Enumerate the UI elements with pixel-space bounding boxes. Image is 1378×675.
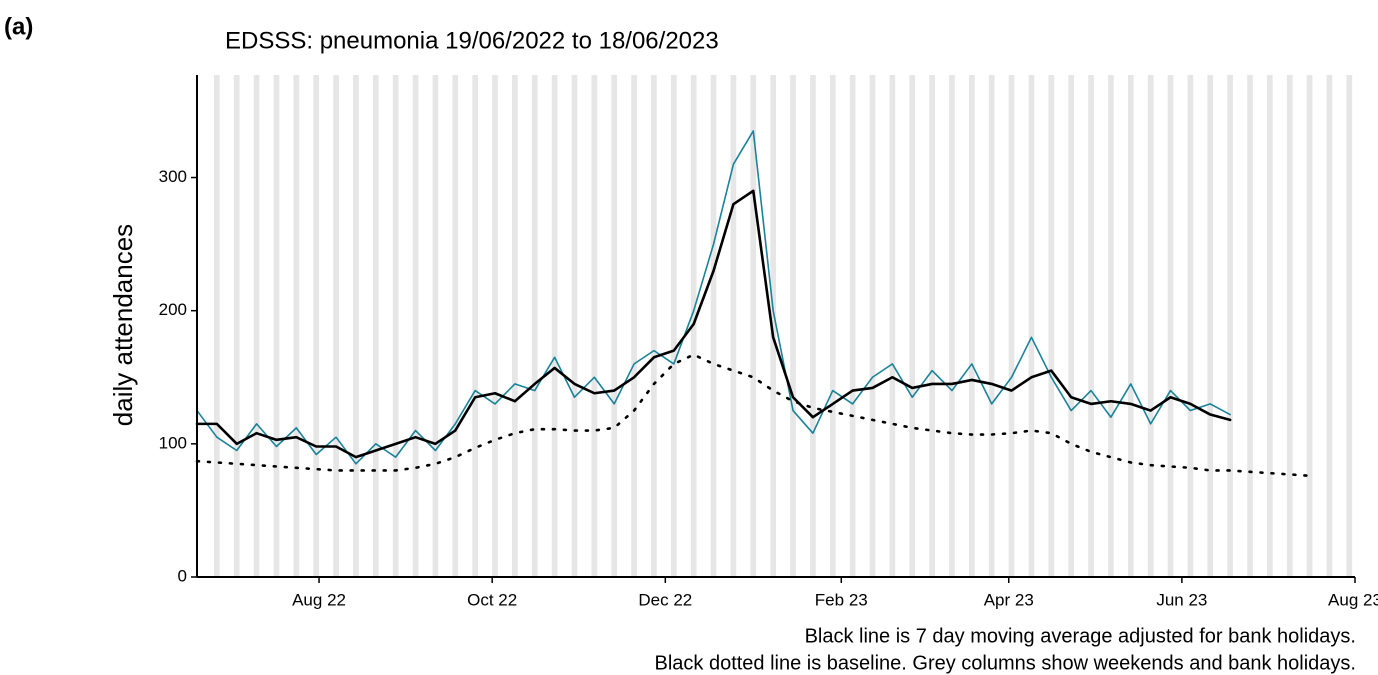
weekend-column bbox=[253, 75, 260, 577]
y-tick-label: 0 bbox=[178, 566, 187, 585]
weekend-column bbox=[273, 75, 280, 577]
weekend-column bbox=[829, 75, 836, 577]
weekend-column bbox=[214, 75, 220, 577]
weekend-column bbox=[909, 75, 916, 577]
weekend-column bbox=[1346, 75, 1353, 577]
series-line bbox=[195, 189, 1232, 459]
note: Black dotted line is baseline. Grey colu… bbox=[654, 652, 1356, 674]
weekend-column bbox=[551, 75, 558, 577]
x-tick-label: Feb 23 bbox=[815, 590, 868, 609]
x-tick-label: Apr 23 bbox=[984, 590, 1034, 609]
chart-title: EDSSS: pneumonia 19/06/2022 to 18/06/202… bbox=[225, 27, 719, 54]
weekend-column bbox=[889, 75, 896, 577]
weekend-column bbox=[1267, 75, 1273, 577]
weekend-column bbox=[1108, 75, 1114, 577]
weekend-column bbox=[1227, 75, 1233, 577]
weekend-column bbox=[1207, 75, 1214, 577]
weekend-column bbox=[591, 75, 598, 577]
weekend-column bbox=[1247, 75, 1253, 577]
weekend-column bbox=[1048, 75, 1055, 577]
weekend-column bbox=[1127, 75, 1134, 577]
weekend-column bbox=[710, 75, 717, 577]
weekend-column bbox=[1068, 75, 1075, 577]
weekend-column bbox=[372, 75, 379, 577]
x-tick-label: Jun 23 bbox=[1156, 590, 1207, 609]
note: Black line is 7 day moving average adjus… bbox=[805, 625, 1356, 647]
weekend-column bbox=[492, 75, 498, 577]
weekend-column bbox=[969, 75, 975, 577]
weekend-column bbox=[730, 75, 737, 577]
x-tick-label: Oct 22 bbox=[467, 590, 517, 609]
weekend-column bbox=[988, 75, 995, 577]
y-axis-label: daily attendances bbox=[108, 224, 138, 426]
x-tick-label: Aug 22 bbox=[292, 590, 346, 609]
x-tick-label: Aug 23 bbox=[1328, 590, 1378, 609]
weekend-column bbox=[452, 75, 459, 577]
series-line bbox=[196, 130, 1231, 465]
weekend-column bbox=[353, 75, 359, 577]
weekend-column bbox=[849, 75, 856, 577]
weekend-column bbox=[1147, 75, 1154, 577]
weekend-column bbox=[1088, 75, 1094, 577]
weekend-column bbox=[1326, 75, 1333, 577]
weekend-column bbox=[233, 75, 240, 577]
weekend-column bbox=[1187, 75, 1194, 577]
y-tick-label: 100 bbox=[159, 433, 187, 452]
weekend-column bbox=[1306, 75, 1313, 577]
weekend-column bbox=[313, 75, 320, 577]
weekend-column bbox=[531, 75, 538, 577]
weekend-column bbox=[432, 75, 439, 577]
weekend-column bbox=[512, 75, 518, 577]
weekend-column bbox=[571, 75, 578, 577]
series-line bbox=[195, 353, 1311, 478]
weekend-column bbox=[869, 75, 876, 577]
weekend-column bbox=[1028, 75, 1035, 577]
weekend-column bbox=[472, 75, 478, 577]
weekend-column bbox=[1167, 75, 1174, 577]
weekend-column bbox=[670, 75, 677, 577]
weekend-column bbox=[770, 75, 776, 577]
weekend-column bbox=[293, 75, 300, 577]
weekend-column bbox=[333, 75, 339, 577]
weekend-column bbox=[810, 75, 816, 577]
weekend-column bbox=[949, 75, 955, 577]
y-tick-label: 200 bbox=[159, 300, 187, 319]
weekend-column bbox=[929, 75, 935, 577]
weekend-column bbox=[412, 75, 419, 577]
weekend-column bbox=[611, 75, 618, 577]
weekend-column bbox=[651, 75, 657, 577]
weekend-column bbox=[631, 75, 637, 577]
weekend-column bbox=[1286, 75, 1293, 577]
weekend-column bbox=[790, 75, 796, 577]
x-tick-label: Dec 22 bbox=[638, 590, 692, 609]
y-tick-label: 300 bbox=[159, 167, 187, 186]
weekend-column bbox=[392, 75, 399, 577]
panel-label: (a) bbox=[4, 13, 33, 40]
weekend-column bbox=[750, 75, 757, 577]
weekend-column bbox=[1008, 75, 1015, 577]
